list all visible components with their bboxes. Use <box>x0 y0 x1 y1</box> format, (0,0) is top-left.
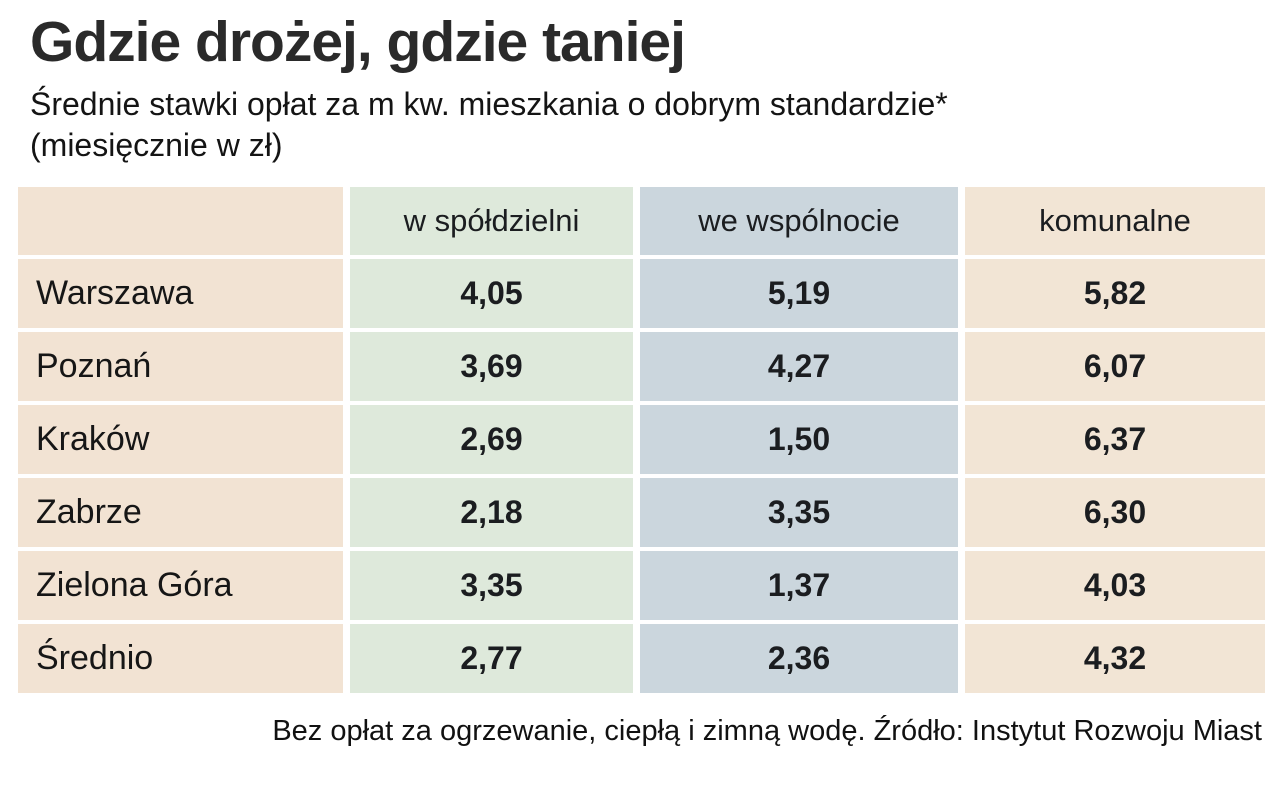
subtitle-line-1: Średnie stawki opłat za m kw. mieszkania… <box>30 85 948 122</box>
rates-table: w spółdzielni we wspólnocie komunalne Wa… <box>18 187 1265 694</box>
value-cell: 1,50 <box>640 405 958 475</box>
value-cell: 2,18 <box>350 478 633 548</box>
table-row-zabrze: Zabrze 2,18 3,35 6,30 <box>18 478 1265 548</box>
table-row-zielona-gora: Zielona Góra 3,35 1,37 4,03 <box>18 551 1265 621</box>
table-row-poznan: Poznań 3,69 4,27 6,07 <box>18 332 1265 402</box>
value-cell: 2,69 <box>350 405 633 475</box>
value-cell: 2,77 <box>350 624 633 694</box>
row-label: Zabrze <box>18 478 343 548</box>
row-label: Kraków <box>18 405 343 475</box>
header-cell-empty <box>18 187 343 256</box>
value-cell: 6,30 <box>965 478 1265 548</box>
source-footnote: Bez opłat za ogrzewanie, ciepłą i zimną … <box>272 715 1262 748</box>
value-cell: 2,36 <box>640 624 958 694</box>
row-label: Warszawa <box>18 259 343 329</box>
header-cell-komunalne: komunalne <box>965 187 1265 256</box>
value-cell: 3,69 <box>350 332 633 402</box>
value-cell: 3,35 <box>350 551 633 621</box>
value-cell: 4,03 <box>965 551 1265 621</box>
table-row-krakow: Kraków 2,69 1,50 6,37 <box>18 405 1265 475</box>
value-cell: 6,07 <box>965 332 1265 402</box>
value-cell: 4,05 <box>350 259 633 329</box>
row-label: Poznań <box>18 332 343 402</box>
table-row-warszawa: Warszawa 4,05 5,19 5,82 <box>18 259 1265 329</box>
value-cell: 5,82 <box>965 259 1265 329</box>
header-cell-spoldzielnia: w spółdzielni <box>350 187 633 256</box>
subtitle-line-2: (miesięcznie w zł) <box>30 126 283 163</box>
table-header-row: w spółdzielni we wspólnocie komunalne <box>18 187 1265 256</box>
page-title: Gdzie drożej, gdzie taniej <box>30 10 686 74</box>
value-cell: 3,35 <box>640 478 958 548</box>
header-block: Gdzie drożej, gdzie taniej Średnie stawk… <box>0 0 1280 165</box>
value-cell: 5,19 <box>640 259 958 329</box>
page-subtitle: Średnie stawki opłat za m kw. mieszkania… <box>30 84 1280 166</box>
row-label: Zielona Góra <box>18 551 343 621</box>
value-cell: 4,32 <box>965 624 1265 694</box>
value-cell: 6,37 <box>965 405 1265 475</box>
row-label: Średnio <box>18 624 343 694</box>
header-cell-wspolnota: we wspólnocie <box>640 187 958 256</box>
table-row-srednio: Średnio 2,77 2,36 4,32 <box>18 624 1265 694</box>
value-cell: 4,27 <box>640 332 958 402</box>
value-cell: 1,37 <box>640 551 958 621</box>
